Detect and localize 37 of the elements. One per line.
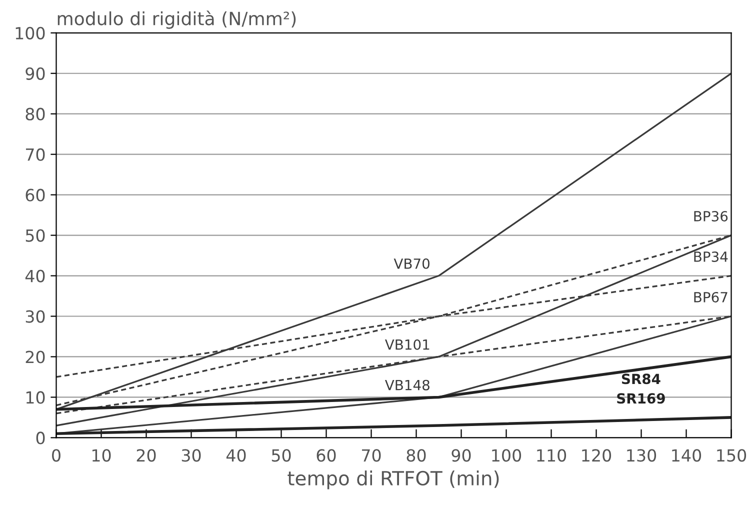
- x-tick-label: 100: [492, 449, 522, 462]
- series-label: BP34: [694, 251, 728, 262]
- x-tick-label: 20: [136, 449, 156, 462]
- y-tick-label: 10: [26, 391, 45, 404]
- x-axis-title: tempo di RTFOT (min): [288, 470, 499, 490]
- y-tick-label: 40: [25, 270, 45, 282]
- series-label: SR169: [617, 393, 665, 404]
- x-tick-label: 10: [92, 449, 111, 462]
- x-tick-label: 60: [316, 449, 336, 462]
- x-tick-label: 70: [362, 449, 381, 462]
- y-tick-label: 60: [26, 188, 45, 202]
- x-tick-label: 0: [52, 449, 60, 462]
- x-tick-label: 90: [452, 449, 471, 462]
- y-tick-label: 80: [26, 108, 45, 120]
- series-label: SR84: [622, 374, 660, 384]
- x-tick-label: 140: [672, 449, 702, 462]
- x-tick-label: 30: [182, 449, 201, 462]
- x-tick-label: 80: [406, 449, 426, 462]
- series-label: VB101: [384, 339, 430, 350]
- y-tick-label: 90: [26, 67, 45, 80]
- y-tick-label: 100: [16, 26, 45, 40]
- x-tick-label: 130: [627, 449, 656, 462]
- y-tick-label: 20: [26, 350, 45, 364]
- series-label: VB70: [394, 258, 430, 269]
- x-tick-label: 150: [717, 449, 746, 462]
- series-label: BP67: [694, 292, 728, 302]
- x-tick-label: 120: [582, 449, 612, 462]
- x-tick-label: 50: [272, 449, 291, 462]
- y-axis-title: modulo di rigidità (N/mm²): [58, 10, 296, 29]
- series-label: VB148: [384, 380, 430, 390]
- y-tick-label: 50: [26, 229, 45, 242]
- series-label: BP36: [694, 210, 728, 222]
- y-tick-label: 0: [36, 432, 45, 444]
- x-tick-label: 40: [226, 449, 246, 462]
- x-tick-label: 110: [537, 449, 566, 462]
- y-tick-label: 30: [26, 310, 45, 323]
- y-tick-label: 70: [26, 148, 45, 161]
